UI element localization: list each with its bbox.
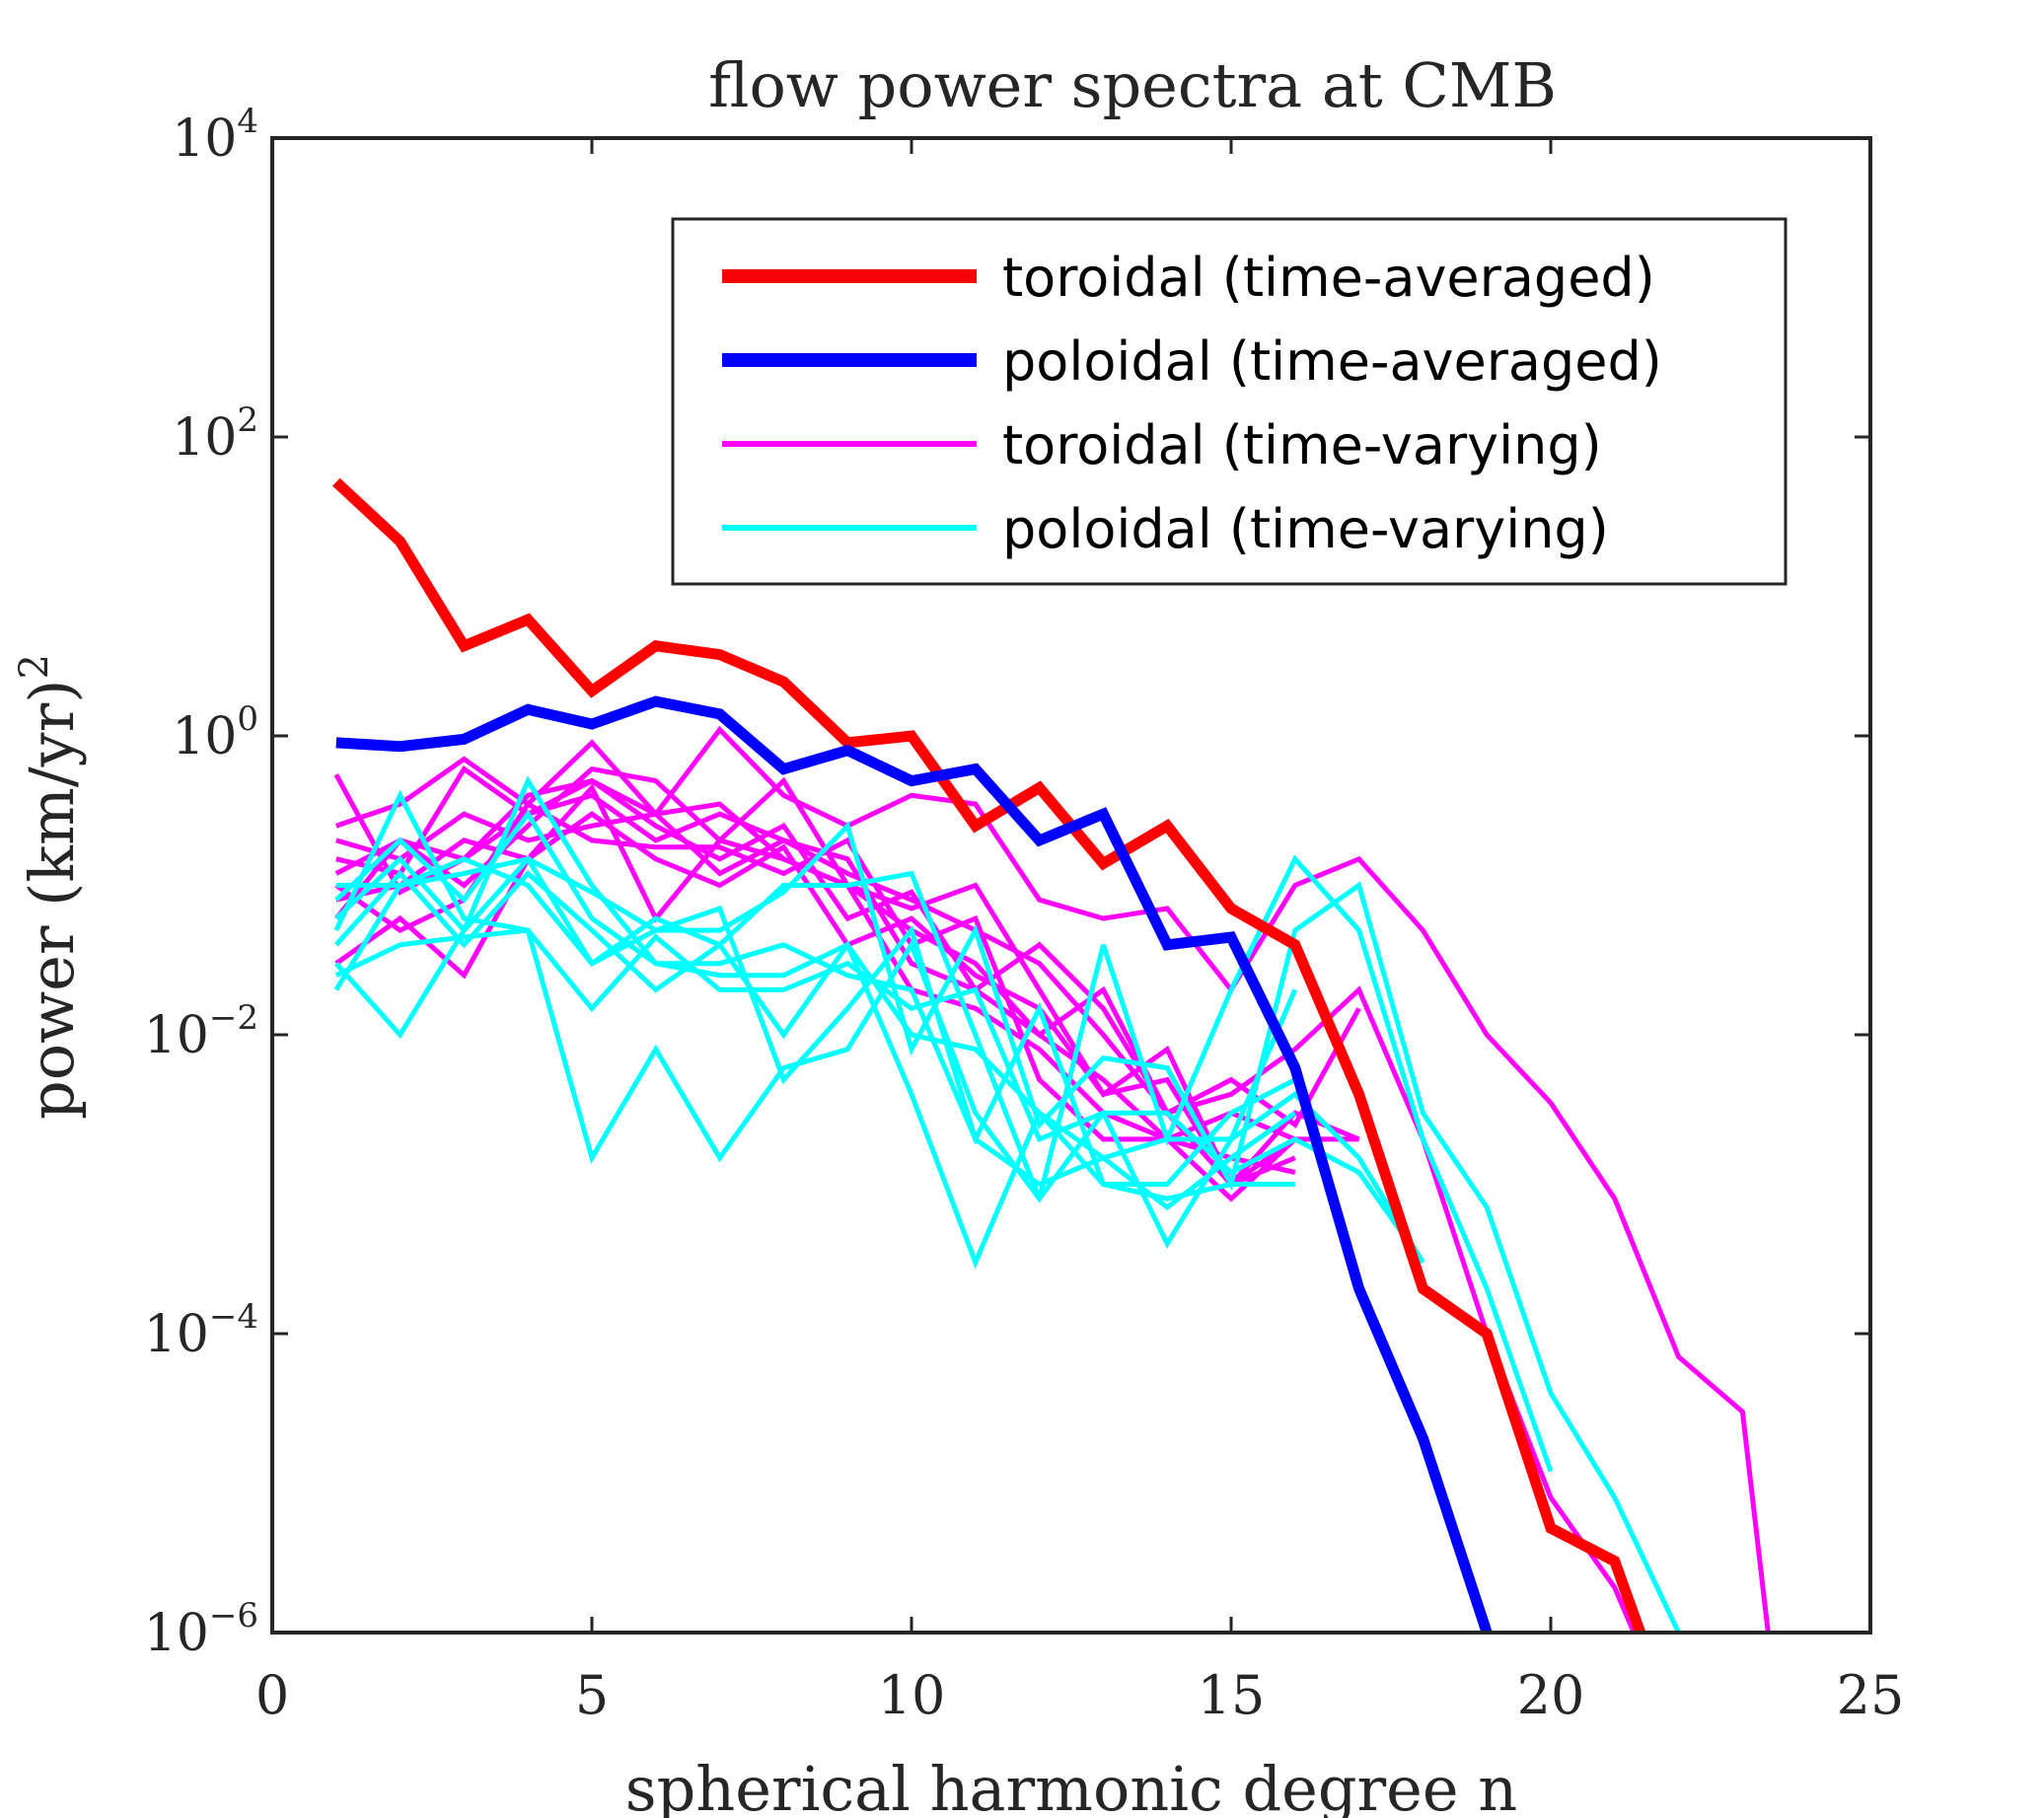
x-tick-label: 20 — [1517, 1664, 1585, 1726]
x-tick-label: 5 — [575, 1664, 609, 1726]
y-tick-label: 10−6 — [144, 1596, 258, 1663]
y-tick-label: 100 — [172, 699, 258, 766]
x-tick-label: 25 — [1837, 1664, 1905, 1726]
y-tick-label: 10−2 — [144, 998, 258, 1065]
y-tick-label-base: 10 — [144, 1604, 209, 1663]
y-axis-label-base: power (km/yr) — [16, 680, 88, 1120]
legend-label: toroidal (time-averaged) — [1002, 247, 1655, 309]
series-line-varying-17 — [334, 809, 1296, 1187]
legend-label: toroidal (time-varying) — [1002, 414, 1602, 476]
y-tick-label-exponent: 2 — [237, 400, 258, 440]
y-tick-label-base: 10 — [172, 109, 237, 169]
y-tick-label-exponent: −2 — [209, 998, 258, 1038]
y-tick-label: 10−4 — [144, 1297, 258, 1364]
legend-label: poloidal (time-varying) — [1002, 498, 1609, 560]
series-line-varying-15 — [334, 854, 1295, 1201]
x-tick-label: 0 — [256, 1664, 289, 1726]
series-line-varying-1 — [333, 725, 1771, 1633]
y-tick-label: 102 — [172, 400, 258, 468]
series-line-averaged-19 — [335, 695, 1493, 1633]
series-line-varying-6 — [334, 811, 1296, 1188]
y-axis-label-exponent: 2 — [12, 654, 57, 679]
y-axis-label: power (km/yr)2 — [12, 654, 88, 1120]
legend: toroidal (time-averaged) poloidal (time-a… — [671, 217, 1788, 586]
series-line-varying-13 — [333, 789, 1425, 1265]
y-tick-label-base: 10 — [144, 1305, 209, 1364]
series-line-varying-10 — [333, 821, 1681, 1633]
y-tick-label: 104 — [172, 102, 258, 169]
x-axis-label: spherical harmonic degree n — [625, 1753, 1517, 1818]
y-tick-label-base: 10 — [172, 408, 237, 468]
x-tick-label: 15 — [1198, 1664, 1266, 1726]
y-tick-label-base: 10 — [144, 1006, 209, 1065]
y-tick-label-exponent: −6 — [209, 1596, 258, 1636]
series-line-varying-12 — [333, 775, 1425, 1270]
y-tick-label-base: 10 — [172, 707, 237, 766]
plot-area-frame — [270, 136, 1872, 1635]
chart-title: flow power spectra at CMB — [708, 49, 1557, 121]
series-line-varying-14 — [334, 927, 1298, 1249]
series-line-varying-11 — [333, 854, 1554, 1473]
y-tick-label-exponent: −4 — [209, 1297, 258, 1337]
y-tick-label-exponent: 4 — [237, 102, 258, 141]
legend-label: poloidal (time-averaged) — [1002, 330, 1662, 393]
x-tick-label: 10 — [878, 1664, 946, 1726]
y-tick-label-exponent: 0 — [237, 699, 258, 739]
